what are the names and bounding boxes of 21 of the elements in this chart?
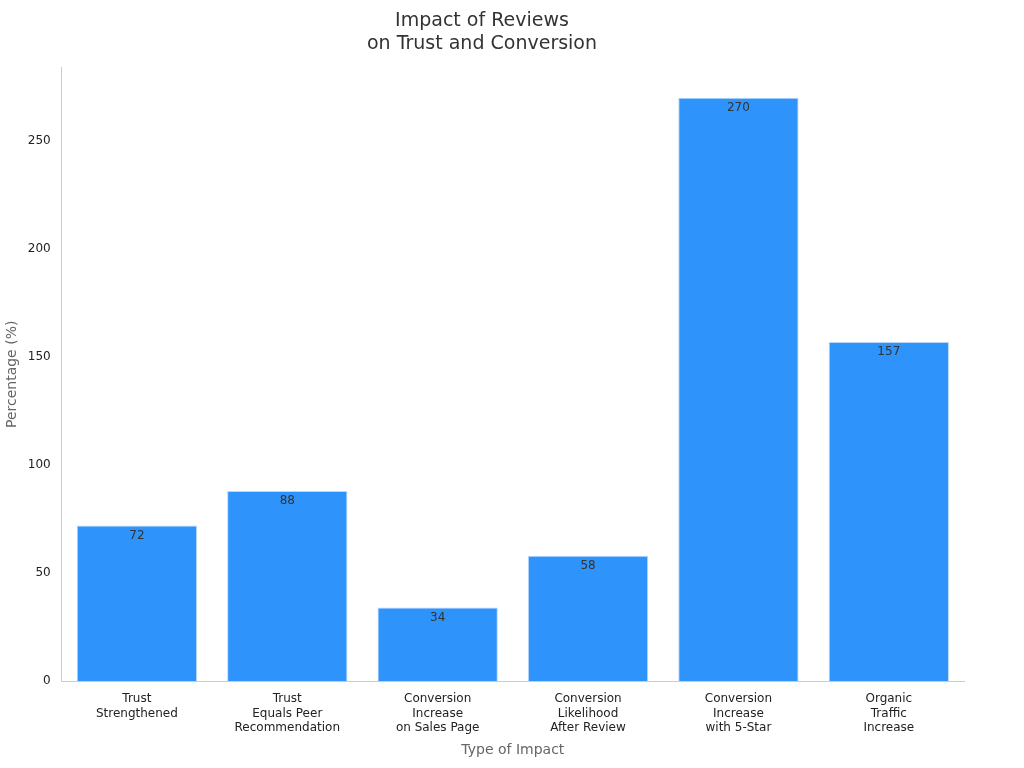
x-axis-title: Type of Impact xyxy=(460,741,565,758)
y-tick-label: 150 xyxy=(27,349,51,364)
x-tick-label: Trust Strengthened xyxy=(95,691,178,720)
x-tick-label: Conversion Increase with 5-Star xyxy=(704,691,773,735)
data-label: 88 xyxy=(279,493,295,508)
data-label: 72 xyxy=(129,527,145,542)
data-label: 58 xyxy=(580,557,596,572)
x-tick-label: Trust Equals Peer Recommendation xyxy=(234,691,340,735)
y-tick-label: 0 xyxy=(43,673,51,688)
y-tick-label: 50 xyxy=(35,565,51,580)
chart-title: Impact of Reviews on Trust and Conversion xyxy=(366,8,598,54)
y-axis-title: Percentage (%) xyxy=(3,320,20,429)
y-tick-label: 250 xyxy=(27,133,51,148)
x-tick-label: Conversion Increase on Sales Page xyxy=(395,691,480,735)
data-label: 270 xyxy=(726,99,750,114)
y-tick-label: 100 xyxy=(27,457,51,472)
data-label: 157 xyxy=(877,344,901,359)
x-tick-label: Organic Traffic Increase xyxy=(863,691,915,735)
x-tick-label: Conversion Likelihood After Review xyxy=(550,691,626,735)
data-label: 34 xyxy=(430,609,446,624)
y-tick-label: 200 xyxy=(27,241,51,256)
